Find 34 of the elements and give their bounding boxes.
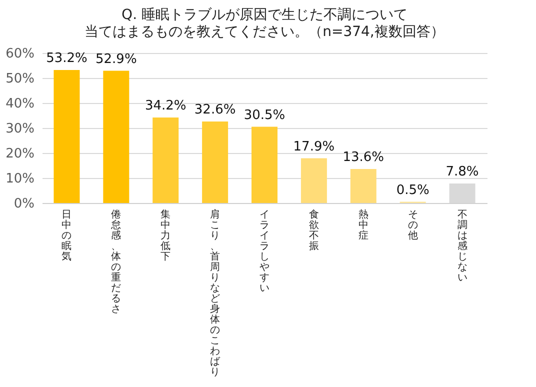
y-tick-label: 40% xyxy=(6,96,34,112)
data-label: 32.6% xyxy=(194,102,236,118)
bar xyxy=(152,118,179,203)
y-tick-label: 0% xyxy=(14,196,34,212)
x-tick-label: 不調は感じない xyxy=(457,210,468,284)
data-label: 34.2% xyxy=(144,98,186,114)
y-tick-label: 30% xyxy=(6,122,34,136)
y-tick-label: 60% xyxy=(6,46,34,62)
data-label: 0.5% xyxy=(396,182,430,198)
bar xyxy=(54,70,80,203)
y-tick-label: 10% xyxy=(6,172,34,186)
bar xyxy=(202,122,228,203)
y-tick-label: 50% xyxy=(6,72,34,86)
data-label: 13.6% xyxy=(342,150,384,165)
data-label: 52.9% xyxy=(96,52,137,67)
x-tick-label: 日中の眠気 xyxy=(62,210,72,262)
data-label: 53.2% xyxy=(46,51,88,66)
bar xyxy=(350,169,376,203)
bar xyxy=(103,70,130,203)
x-tick-label: 熱中症 xyxy=(358,208,368,242)
bar xyxy=(300,158,327,203)
x-tick-label: 食欲不振 xyxy=(308,208,319,252)
data-label: 30.5% xyxy=(244,108,286,123)
data-label: 7.8% xyxy=(446,164,479,180)
x-tick-label: イライラしやすい xyxy=(260,210,270,294)
bar xyxy=(252,126,278,203)
category-label: 倦怠感、体の重だるさ xyxy=(111,210,122,315)
chart-title: Q. 睡眠トラブルが原因で生じた不調について xyxy=(122,7,408,23)
x-tick-label: 集中力低下 xyxy=(160,208,171,262)
y-tick-label: 20% xyxy=(6,146,34,162)
category-label: 肩こり、首周りなど身体のこわばり xyxy=(210,210,220,378)
x-tick-label: その他 xyxy=(408,210,418,242)
data-label: 17.9% xyxy=(293,139,335,154)
chart-subtitle: 当てはまるものを教えてください。（n=374,複数回答） xyxy=(84,24,444,40)
